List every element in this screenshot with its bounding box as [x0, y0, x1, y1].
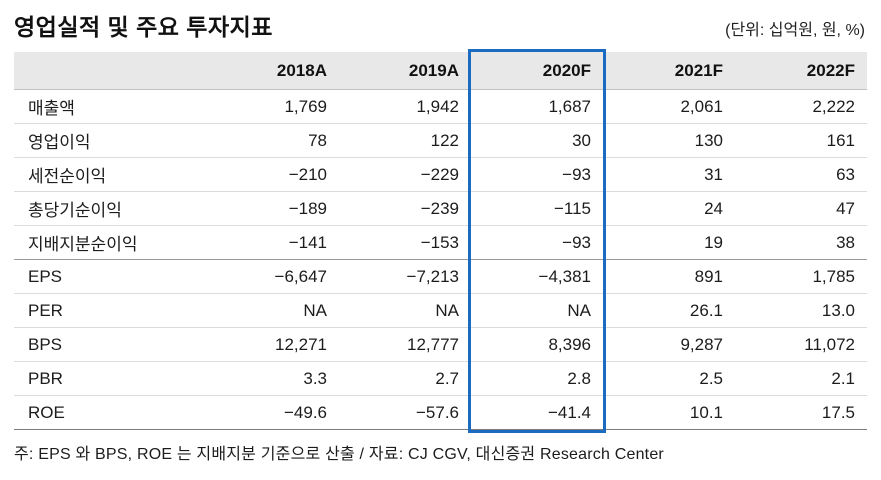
cell-value: −239 [339, 191, 471, 226]
cell-value: −189 [207, 191, 339, 226]
cell-value: 12,777 [339, 327, 471, 362]
cell-value: −57.6 [339, 395, 471, 430]
table-row: 세전순이익 −210 −229 −93 31 63 [14, 157, 867, 192]
cell-value: 891 [603, 259, 735, 294]
unit-note: (단위: 십억원, 원, %) [725, 22, 865, 39]
cell-value: NA [471, 293, 603, 328]
cell-value: 30 [471, 123, 603, 158]
row-label: 총당기순이익 [14, 191, 207, 226]
table-row: PER NA NA NA 26.1 13.0 [14, 293, 867, 328]
cell-value: −93 [471, 157, 603, 192]
cell-value: 1,942 [339, 89, 471, 124]
cell-value: 17.5 [735, 395, 867, 430]
table-header-area: 영업실적 및 주요 투자지표 (단위: 십억원, 원, %) [0, 0, 881, 52]
cell-value: 1,785 [735, 259, 867, 294]
cell-value: 3.3 [207, 361, 339, 396]
column-header: 2020F [471, 52, 603, 90]
table-row: BPS 12,271 12,777 8,396 9,287 11,072 [14, 327, 867, 362]
column-header: 2021F [603, 52, 735, 90]
cell-value: −141 [207, 225, 339, 260]
page-title: 영업실적 및 주요 투자지표 [14, 14, 273, 40]
column-header: 2022F [735, 52, 867, 90]
cell-value: 63 [735, 157, 867, 192]
cell-value: −7,213 [339, 259, 471, 294]
cell-value: 9,287 [603, 327, 735, 362]
cell-value: −93 [471, 225, 603, 260]
table-body: 매출액 1,769 1,942 1,687 2,061 2,222 영업이익 78 122 30 1… [14, 89, 867, 430]
cell-value: 47 [735, 191, 867, 226]
table-row: 지배지분순이익 −141 −153 −93 19 38 [14, 225, 867, 260]
row-label: 지배지분순이익 [14, 225, 207, 260]
cell-value: 12,271 [207, 327, 339, 362]
column-header: 2019A [339, 52, 471, 90]
table-row: EPS −6,647 −7,213 −4,381 891 1,785 [14, 259, 867, 294]
table-row: PBR 3.3 2.7 2.8 2.5 2.1 [14, 361, 867, 396]
cell-value: 8,396 [471, 327, 603, 362]
cell-value: 2.1 [735, 361, 867, 396]
row-label: BPS [14, 327, 207, 362]
row-label: 영업이익 [14, 123, 207, 158]
table-row: 매출액 1,769 1,942 1,687 2,061 2,222 [14, 89, 867, 124]
cell-value: 1,687 [471, 89, 603, 124]
cell-value: 11,072 [735, 327, 867, 362]
cell-value: 19 [603, 225, 735, 260]
cell-value: 122 [339, 123, 471, 158]
cell-value: −229 [339, 157, 471, 192]
row-label: EPS [14, 259, 207, 294]
cell-value: NA [207, 293, 339, 328]
cell-value: 2,061 [603, 89, 735, 124]
cell-value: 2.5 [603, 361, 735, 396]
financial-table: 2018A 2019A 2020F 2021F 2022F 매출액 1,769 1,942 1… [14, 52, 867, 430]
table-row: 총당기순이익 −189 −239 −115 24 47 [14, 191, 867, 226]
cell-value: −115 [471, 191, 603, 226]
cell-value: −153 [339, 225, 471, 260]
row-label: 세전순이익 [14, 157, 207, 192]
cell-value: NA [339, 293, 471, 328]
cell-value: 24 [603, 191, 735, 226]
cell-value: 38 [735, 225, 867, 260]
cell-value: −4,381 [471, 259, 603, 294]
column-header: 2018A [207, 52, 339, 90]
cell-value: 13.0 [735, 293, 867, 328]
cell-value: 26.1 [603, 293, 735, 328]
cell-value: 2.8 [471, 361, 603, 396]
cell-value: 2.7 [339, 361, 471, 396]
footnote: 주: EPS 와 BPS, ROE 는 지배지분 기준으로 산출 / 자료: C… [14, 446, 664, 463]
cell-value: 31 [603, 157, 735, 192]
cell-value: 1,769 [207, 89, 339, 124]
row-label: ROE [14, 395, 207, 430]
table-header-row: 2018A 2019A 2020F 2021F 2022F [14, 52, 867, 90]
table-row: ROE −49.6 −57.6 −41.4 10.1 17.5 [14, 395, 867, 430]
row-label: PBR [14, 361, 207, 396]
cell-value: 10.1 [603, 395, 735, 430]
cell-value: 161 [735, 123, 867, 158]
row-label-header [14, 52, 207, 90]
cell-value: 2,222 [735, 89, 867, 124]
row-label: PER [14, 293, 207, 328]
cell-value: 78 [207, 123, 339, 158]
cell-value: 130 [603, 123, 735, 158]
cell-value: −210 [207, 157, 339, 192]
cell-value: −41.4 [471, 395, 603, 430]
table-row: 영업이익 78 122 30 130 161 [14, 123, 867, 158]
cell-value: −49.6 [207, 395, 339, 430]
row-label: 매출액 [14, 89, 207, 124]
cell-value: −6,647 [207, 259, 339, 294]
table-wrap: 2018A 2019A 2020F 2021F 2022F 매출액 1,769 1,942 1… [14, 49, 867, 433]
